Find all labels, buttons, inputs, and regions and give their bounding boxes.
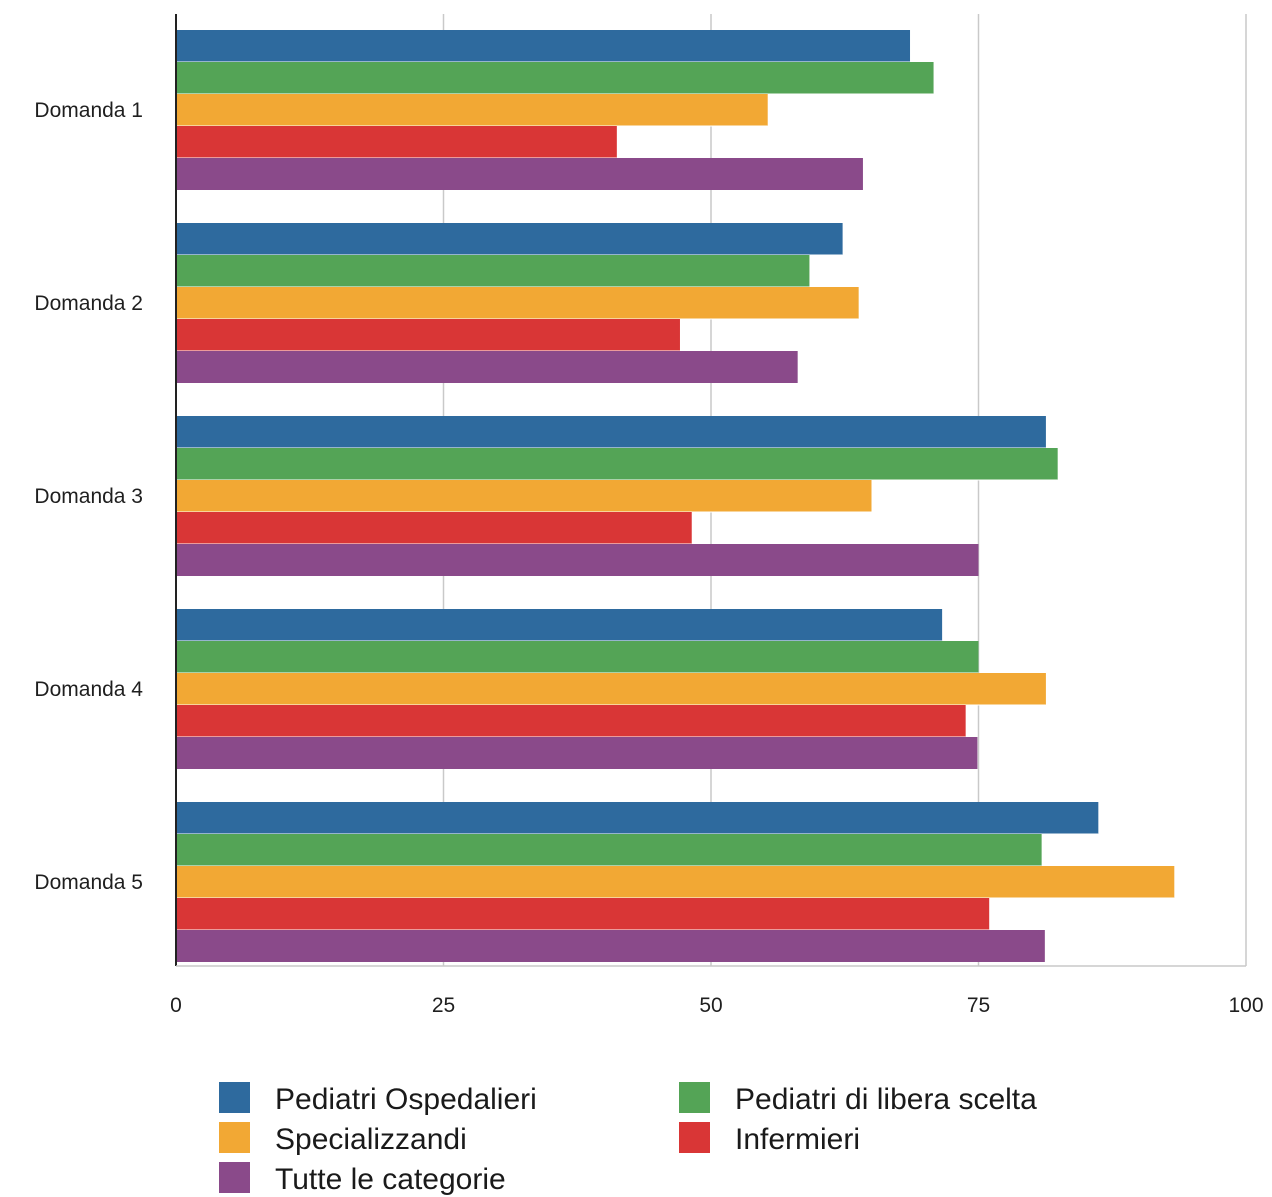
bar-4-2 — [176, 641, 979, 673]
axis-labels: 0 25 50 75 100 Domanda 1 Domanda 2 Domanda 3 Dom… — [34, 99, 1263, 1017]
x-tick-label: 0 — [170, 994, 182, 1017]
bar-5-3 — [176, 866, 1175, 898]
category-label: Domanda 1 — [34, 99, 143, 122]
bar-1-2 — [176, 62, 934, 94]
legend-label: Pediatri Ospedalieri — [275, 1083, 537, 1116]
category-label: Domanda 4 — [34, 678, 143, 701]
category-label: Domanda 3 — [34, 485, 143, 508]
axes — [175, 14, 1246, 967]
bar-3-5 — [176, 544, 979, 576]
bar-1-1 — [176, 30, 911, 62]
x-tick-label: 25 — [432, 994, 455, 1017]
category-label: Domanda 5 — [34, 871, 143, 894]
category-label: Domanda 2 — [34, 292, 143, 315]
bar-1-5 — [176, 158, 863, 190]
legend-label: Infermieri — [735, 1123, 860, 1156]
bar-4-5 — [176, 737, 978, 769]
bar-2-1 — [176, 223, 843, 255]
legend-swatch — [219, 1162, 250, 1193]
bar-2-3 — [176, 287, 859, 319]
legend: Pediatri Ospedalieri Pediatri di libera s… — [219, 1082, 1037, 1196]
legend-label: Tutte le categorie — [275, 1163, 506, 1196]
bar-4-1 — [176, 609, 943, 641]
bar-4-4 — [176, 705, 966, 737]
bar-1-4 — [176, 126, 617, 158]
bar-2-4 — [176, 319, 680, 351]
bar-3-1 — [176, 416, 1046, 448]
legend-label: Pediatri di libera scelta — [735, 1083, 1037, 1116]
legend-label: Specializzandi — [275, 1123, 467, 1156]
bar-2-2 — [176, 255, 810, 287]
x-tick-label: 75 — [967, 994, 990, 1017]
bar-5-1 — [176, 802, 1099, 834]
bar-5-2 — [176, 834, 1042, 866]
x-tick-label: 100 — [1228, 994, 1263, 1017]
bar-3-3 — [176, 480, 872, 512]
bar-2-5 — [176, 351, 798, 383]
bar-5-5 — [176, 930, 1045, 962]
x-tick-label: 50 — [699, 994, 722, 1017]
bar-3-2 — [176, 448, 1058, 480]
bar-3-4 — [176, 512, 692, 544]
legend-swatch — [679, 1122, 710, 1153]
legend-swatch — [219, 1082, 250, 1113]
bar-1-3 — [176, 94, 768, 126]
legend-swatch — [219, 1122, 250, 1153]
bars — [176, 30, 1175, 962]
bar-5-4 — [176, 898, 990, 930]
bar-4-3 — [176, 673, 1046, 705]
legend-swatch — [679, 1082, 710, 1113]
